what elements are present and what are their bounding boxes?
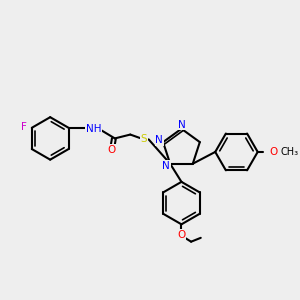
Text: CH₃: CH₃ — [281, 147, 299, 157]
Text: O: O — [177, 230, 186, 240]
Text: NH: NH — [86, 124, 101, 134]
Text: N: N — [155, 135, 163, 145]
Text: N: N — [178, 120, 185, 130]
Text: O: O — [108, 145, 116, 155]
Text: S: S — [140, 134, 147, 144]
Text: N: N — [162, 160, 170, 171]
Text: F: F — [21, 122, 27, 132]
Text: O: O — [269, 147, 278, 157]
